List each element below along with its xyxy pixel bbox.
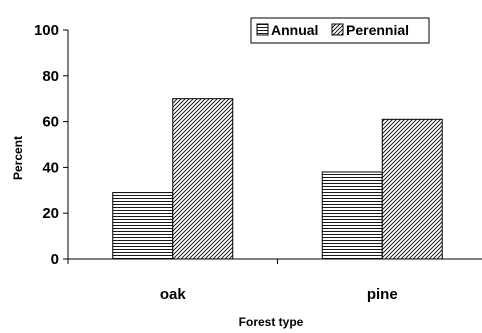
y-tick-label: 0 [51, 251, 59, 268]
legend-label-annual: Annual [271, 22, 318, 38]
x-axis-title: Forest type [239, 315, 304, 329]
x-category-label: oak [160, 286, 187, 303]
legend-swatch-perennial [331, 23, 344, 36]
y-tick-label: 60 [42, 114, 59, 131]
bar-oak-perennial [172, 98, 234, 260]
axes [67, 30, 482, 264]
bar-oak-annual [112, 192, 174, 260]
y-tick-label: 100 [34, 22, 59, 39]
x-axis-category-labels: oak pine [160, 286, 398, 303]
y-axis-ticks: 0 20 40 60 80 100 [34, 22, 68, 268]
y-tick-label: 80 [42, 68, 59, 85]
bar-pine-annual [321, 171, 383, 260]
legend: Annual Perennial [250, 17, 430, 44]
legend-label-perennial: Perennial [346, 22, 409, 38]
y-tick-label: 40 [42, 159, 59, 176]
bars-group [112, 98, 443, 260]
y-tick-label: 20 [42, 205, 59, 222]
legend-swatch-annual [256, 23, 269, 36]
y-axis-title: Percent [11, 136, 25, 180]
bar-pine-perennial [381, 118, 443, 260]
x-category-label: pine [367, 286, 398, 303]
